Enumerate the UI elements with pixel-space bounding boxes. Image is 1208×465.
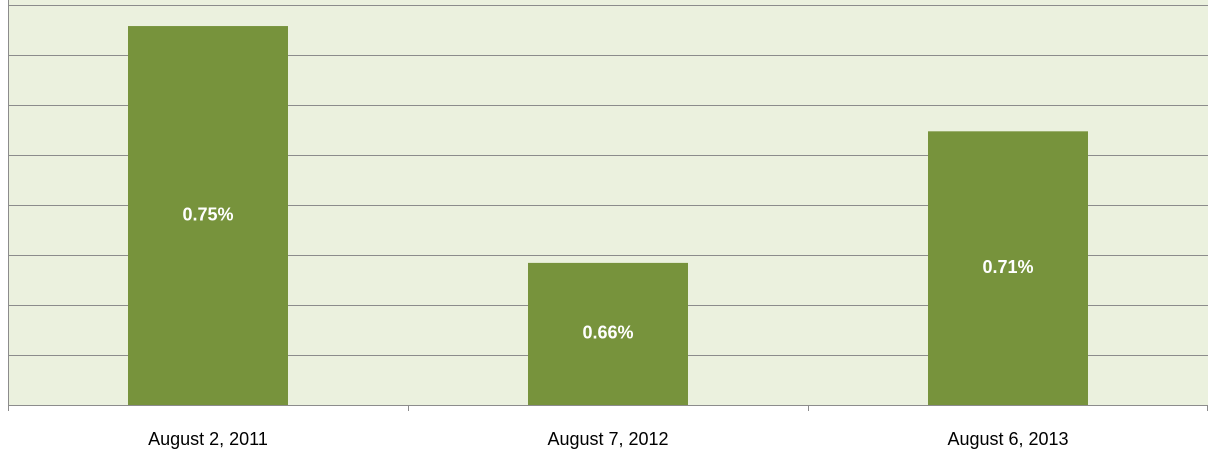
- bar: [928, 131, 1088, 405]
- data-label: 0.71%: [982, 257, 1033, 277]
- x-tick-label: August 2, 2011: [148, 429, 268, 449]
- data-label: 0.75%: [182, 204, 233, 224]
- bar: [128, 26, 288, 405]
- bar: [528, 262, 688, 405]
- data-label: 0.66%: [582, 323, 633, 343]
- x-tick-label: August 7, 2012: [547, 429, 668, 449]
- x-tick-label: August 6, 2013: [947, 429, 1068, 449]
